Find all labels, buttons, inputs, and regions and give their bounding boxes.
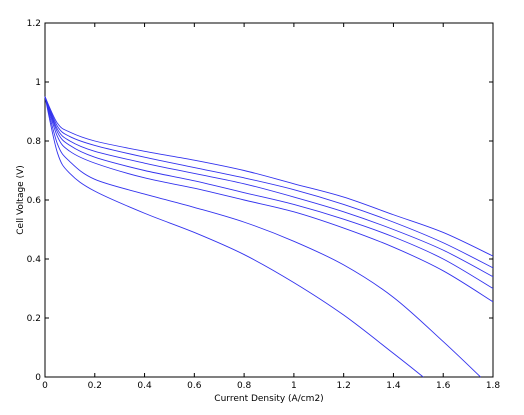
y-tick-label: 1.2: [27, 19, 41, 29]
y-tick-label: 0.6: [27, 196, 42, 206]
y-axis-ticks: 0 0.2 0.4 0.6 0.8 1 1.2: [27, 19, 493, 383]
x-tick-label: 1.8: [486, 381, 501, 391]
x-tick-label: 1.2: [337, 381, 351, 391]
plot-frame: [44, 22, 494, 378]
x-axis-label: Current Density (A/cm2): [214, 394, 323, 404]
y-tick-label: 1: [35, 78, 41, 88]
x-tick-label: 0.4: [137, 381, 152, 391]
series-line-7: [44, 96, 424, 378]
x-tick-label: 0: [42, 381, 48, 391]
y-tick-label: 0.4: [27, 255, 42, 265]
x-tick-label: 0.2: [88, 381, 102, 391]
x-tick-label: 1: [291, 381, 297, 391]
y-tick-label: 0: [35, 373, 41, 383]
series-line-2: [44, 96, 494, 269]
y-axis-label: Cell Voltage (V): [16, 165, 26, 234]
x-tick-label: 1.6: [436, 381, 451, 391]
series-line-5: [44, 96, 494, 303]
series-line-6: [44, 96, 481, 378]
y-tick-label: 0.8: [27, 137, 42, 147]
y-tick-label: 0.2: [27, 314, 41, 324]
series-line-4: [44, 96, 494, 289]
x-axis-ticks: 0 0.2 0.4 0.6 0.8 1 1.2 1.4 1.6 1.8: [42, 23, 500, 391]
plot-area: [44, 22, 494, 378]
x-tick-label: 1.4: [386, 381, 401, 391]
series-layer: [44, 96, 494, 378]
series-line-1: [44, 96, 494, 257]
x-tick-label: 0.6: [187, 381, 202, 391]
series-line-3: [44, 96, 494, 278]
x-tick-label: 0.8: [237, 381, 252, 391]
